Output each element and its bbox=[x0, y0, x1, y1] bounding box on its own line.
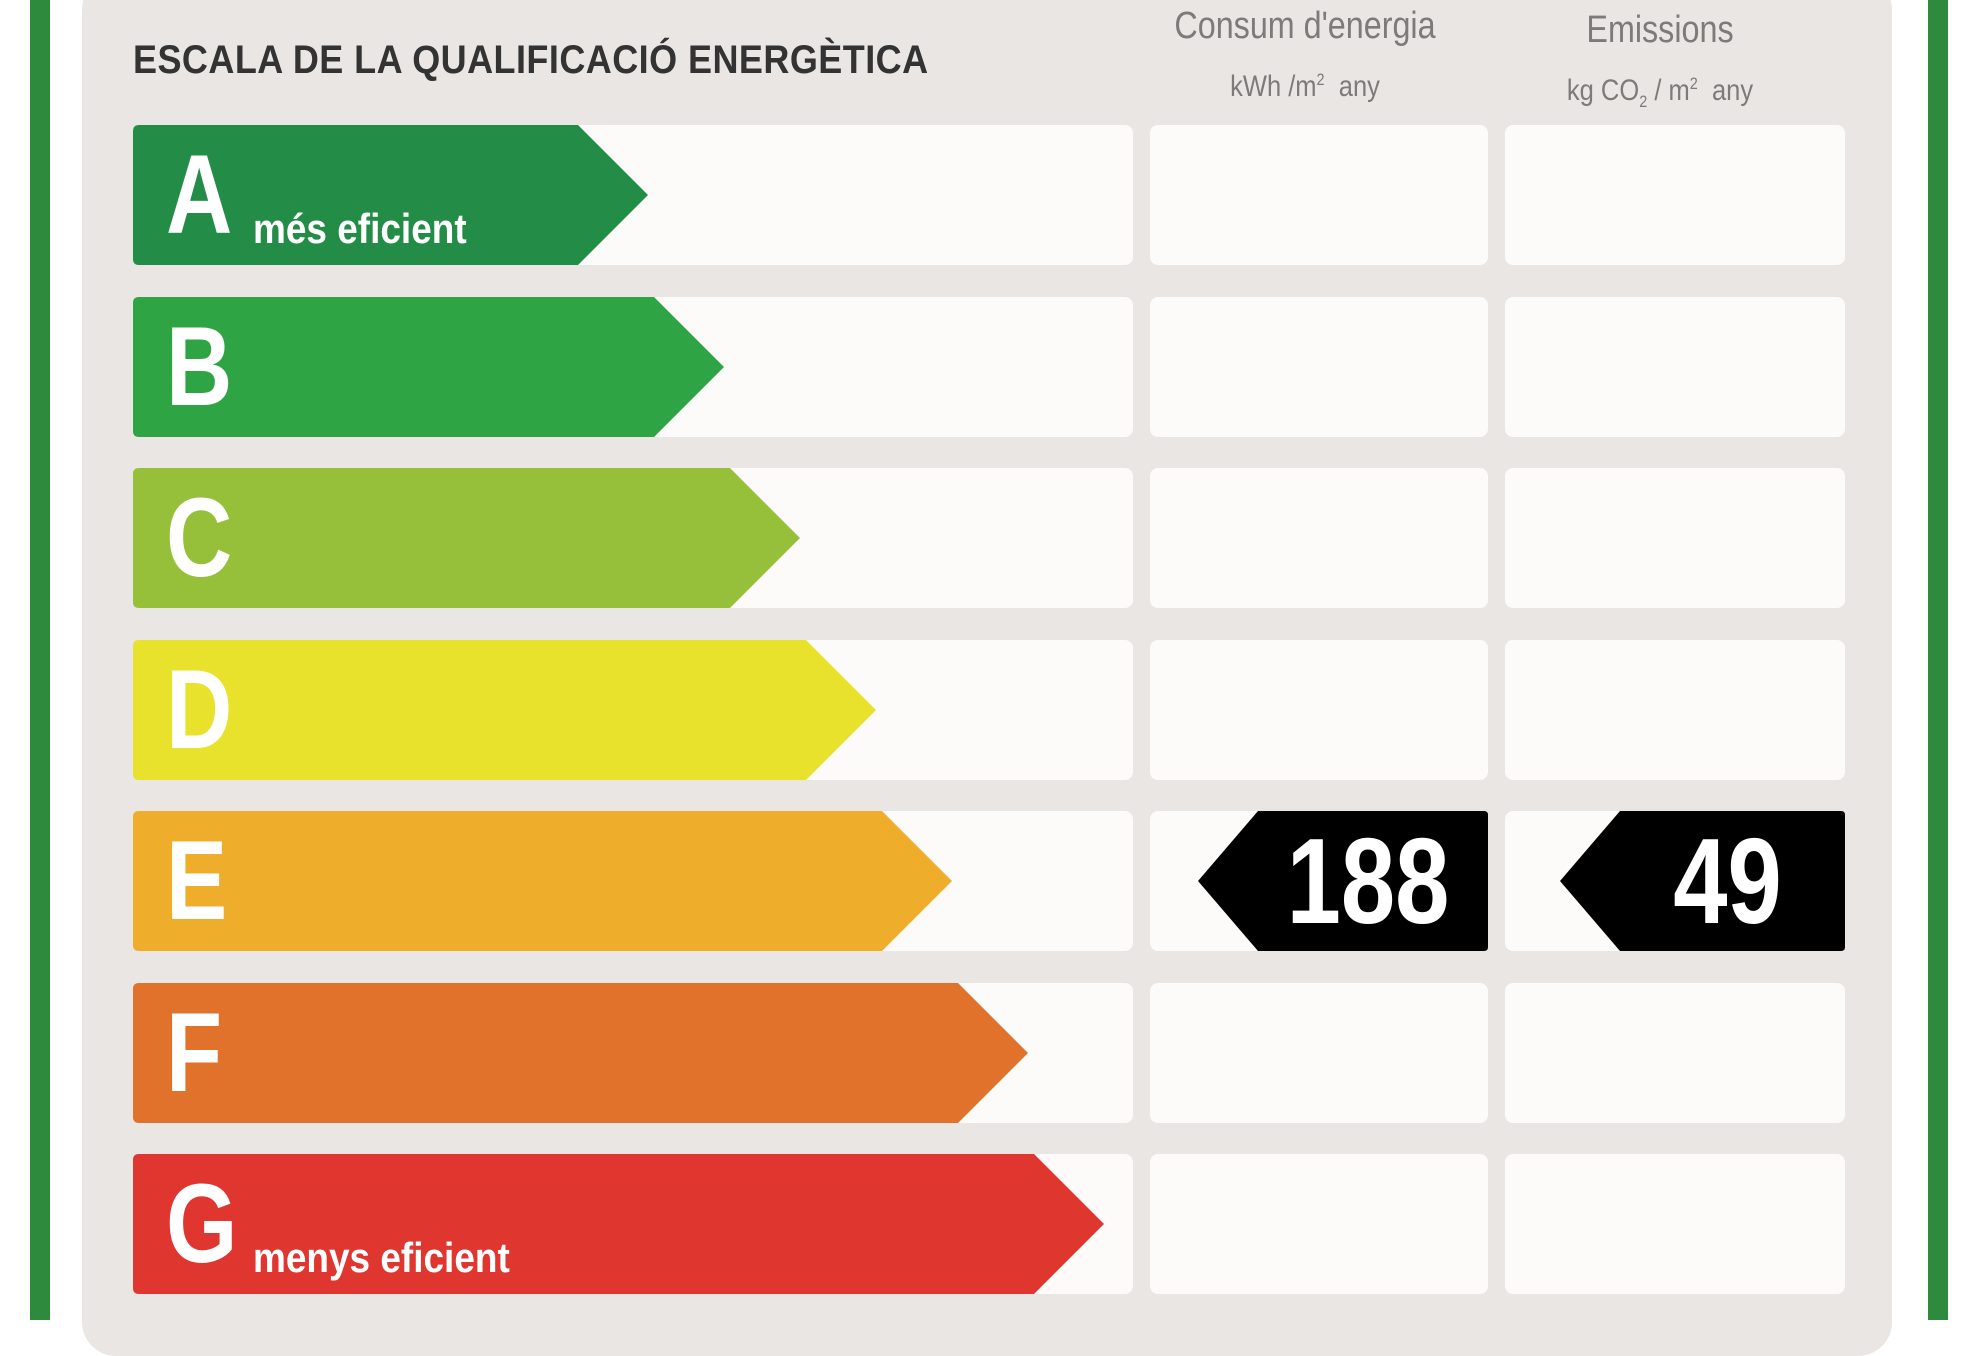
energy-cell-c bbox=[1150, 468, 1488, 608]
rating-arrow-shape-e bbox=[133, 811, 952, 951]
emissions-column-title: Emissions bbox=[1586, 9, 1734, 51]
emissions-cell-g bbox=[1505, 1154, 1845, 1294]
rating-arrow-e: E bbox=[133, 811, 952, 951]
emissions-cell-a bbox=[1505, 125, 1845, 265]
emissions-cell-c bbox=[1505, 468, 1845, 608]
energy-column-header: Consum d'energia kWh /m2 any bbox=[1169, 4, 1441, 105]
energy-cell-d bbox=[1150, 640, 1488, 780]
rating-arrow-shape-a bbox=[133, 125, 648, 265]
rating-note-g: menys eficient bbox=[253, 1234, 510, 1281]
rating-arrow-shape-c bbox=[133, 468, 800, 608]
emissions-column-unit: kg CO2 / m2 any bbox=[1566, 74, 1754, 111]
energy-column-unit: kWh /m2 any bbox=[1230, 70, 1380, 103]
rating-letter-b: B bbox=[166, 304, 233, 429]
rating-note-a: més eficient bbox=[253, 205, 467, 252]
energy-cell-b bbox=[1150, 297, 1488, 437]
rating-arrow-shape-f bbox=[133, 983, 1028, 1123]
emissions-cell-f bbox=[1505, 983, 1845, 1123]
frame-border-right bbox=[1928, 0, 1948, 1320]
rating-letter-a: A bbox=[166, 132, 233, 257]
rating-arrow-c: C bbox=[133, 468, 800, 608]
rating-arrow-shape-g bbox=[133, 1154, 1104, 1294]
emissions-column-header: Emissions kg CO2 / m2 any bbox=[1524, 8, 1796, 120]
energy-result-badge-shape bbox=[1198, 811, 1488, 951]
emissions-result-badge-shape bbox=[1560, 811, 1845, 951]
rating-letter-f: F bbox=[166, 990, 223, 1115]
rating-letter-c: C bbox=[166, 475, 233, 600]
rating-arrow-shape-d bbox=[133, 640, 876, 780]
emissions-cell-b bbox=[1505, 297, 1845, 437]
scale-title: ESCALA DE LA QUALIFICACIÓ ENERGÈTICA bbox=[133, 38, 929, 82]
rating-letter-d: D bbox=[166, 647, 233, 772]
energy-cell-g bbox=[1150, 1154, 1488, 1294]
rating-letter-g: G bbox=[166, 1161, 238, 1286]
emissions-cell-d bbox=[1505, 640, 1845, 780]
frame-border-left bbox=[30, 0, 50, 1320]
emissions-result-badge-value: 49 bbox=[1673, 813, 1782, 949]
energy-result-badge: 188 bbox=[1198, 811, 1488, 951]
rating-arrow-b: B bbox=[133, 297, 724, 437]
rating-arrow-f: F bbox=[133, 983, 1028, 1123]
energy-column-title: Consum d'energia bbox=[1174, 5, 1436, 47]
energy-cell-f bbox=[1150, 983, 1488, 1123]
emissions-result-badge: 49 bbox=[1560, 811, 1845, 951]
energy-cell-a bbox=[1150, 125, 1488, 265]
rating-arrow-shape-b bbox=[133, 297, 724, 437]
rating-arrow-d: D bbox=[133, 640, 876, 780]
rating-letter-e: E bbox=[166, 818, 228, 943]
energy-result-badge-value: 188 bbox=[1286, 813, 1450, 949]
